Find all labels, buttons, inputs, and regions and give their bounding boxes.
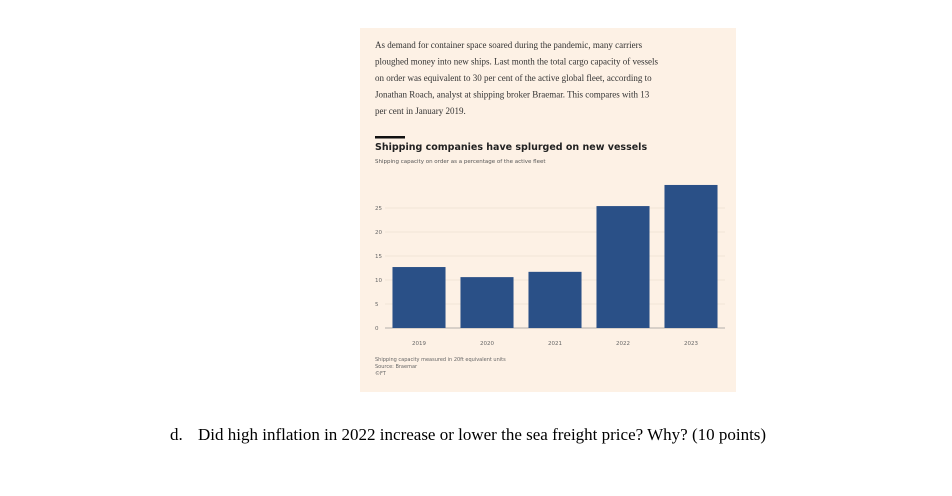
y-tick-label: 15 xyxy=(375,254,382,260)
chart-subtitle: Shipping capacity on order as a percenta… xyxy=(375,159,546,165)
chart-note: Source: Braemar xyxy=(375,364,418,370)
article-line: on order was equivalent to 30 per cent o… xyxy=(375,73,652,83)
article-line: ploughed money into new ships. Last mont… xyxy=(375,57,659,67)
y-tick-label: 20 xyxy=(375,230,382,236)
y-tick-label: 5 xyxy=(375,302,379,308)
question-text: Did high inflation in 2022 increase or l… xyxy=(198,425,766,444)
bar xyxy=(460,277,514,328)
x-tick-label: 2020 xyxy=(480,341,494,347)
x-tick-label: 2023 xyxy=(684,341,698,347)
chart-note: ©FT xyxy=(375,370,387,377)
x-tick-label: 2019 xyxy=(412,341,426,347)
question-number: d. xyxy=(170,425,183,444)
y-tick-label: 0 xyxy=(375,326,379,332)
bar xyxy=(392,267,446,328)
title-rule xyxy=(375,136,405,139)
article-line: Jonathan Roach, analyst at shipping brok… xyxy=(375,90,650,100)
article-line: As demand for container space soared dur… xyxy=(375,40,643,50)
chart-note: Shipping capacity measured in 20ft equiv… xyxy=(375,357,506,363)
y-tick-label: 10 xyxy=(375,278,382,284)
article-line: per cent in January 2019. xyxy=(375,106,466,116)
bar xyxy=(528,271,582,328)
bar xyxy=(596,206,650,328)
x-tick-label: 2021 xyxy=(548,341,562,347)
chart-title: Shipping companies have splurged on new … xyxy=(375,142,647,153)
bar xyxy=(664,184,718,328)
x-tick-label: 2022 xyxy=(616,341,630,347)
y-tick-label: 25 xyxy=(375,206,382,212)
